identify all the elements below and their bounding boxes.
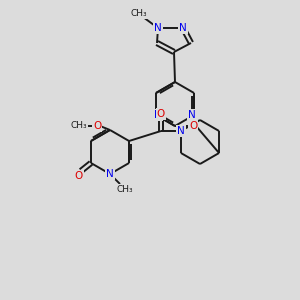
Text: O: O — [157, 109, 165, 119]
Text: N: N — [188, 110, 196, 120]
Text: O: O — [93, 121, 101, 131]
Text: N: N — [154, 23, 162, 33]
Text: N: N — [179, 23, 187, 33]
Text: O: O — [75, 171, 83, 181]
Text: O: O — [189, 121, 197, 131]
Text: CH₃: CH₃ — [117, 184, 133, 194]
Text: N: N — [106, 169, 114, 179]
Text: CH₃: CH₃ — [71, 122, 87, 130]
Text: N: N — [154, 110, 162, 120]
Text: N: N — [177, 126, 185, 136]
Text: CH₃: CH₃ — [131, 10, 147, 19]
